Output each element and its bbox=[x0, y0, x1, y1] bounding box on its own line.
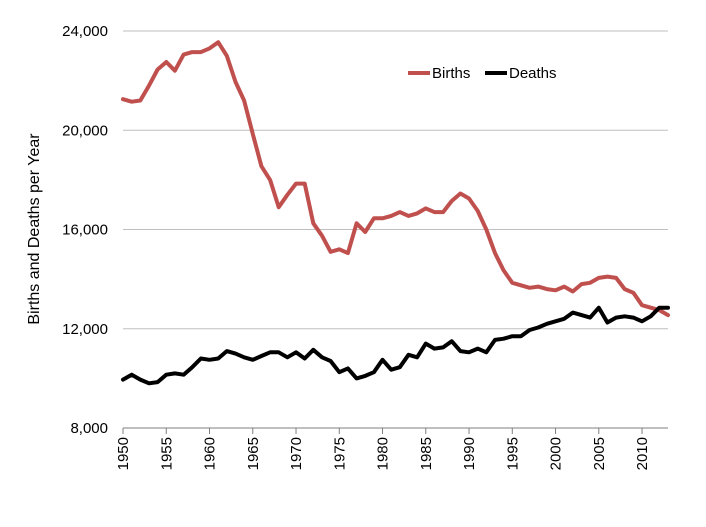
x-tick-label: 1975 bbox=[331, 437, 348, 470]
x-tick-label: 1955 bbox=[158, 437, 175, 470]
x-tick-label: 1950 bbox=[115, 437, 132, 470]
x-tick-label: 1970 bbox=[288, 437, 305, 470]
x-tick-label: 2000 bbox=[548, 437, 565, 470]
y-axis-ticks: 8,000 12,000 16,000 20,000 24,000 bbox=[62, 23, 108, 437]
x-tick-label: 1965 bbox=[245, 437, 262, 470]
y-tick-label: 12,000 bbox=[62, 321, 108, 338]
x-axis: 1950 1955 1960 1965 1970 1975 1980 1985 1990 1995… bbox=[115, 427, 668, 470]
legend-label-deaths: Deaths bbox=[509, 65, 557, 82]
series-line-births bbox=[121, 40, 670, 318]
x-tick-label: 2005 bbox=[591, 437, 608, 470]
y-axis-title: Births and Deaths per Year bbox=[26, 133, 43, 325]
y-tick-label: 20,000 bbox=[62, 122, 108, 139]
x-tick-label: 1990 bbox=[461, 437, 478, 470]
legend-label-births: Births bbox=[432, 65, 470, 82]
legend: Births Deaths bbox=[408, 65, 557, 82]
x-tick-label: 1985 bbox=[418, 437, 435, 470]
y-tick-label: 8,000 bbox=[70, 420, 108, 437]
x-tick-label: 1995 bbox=[504, 437, 521, 470]
series-lines bbox=[121, 40, 670, 386]
x-tick-label: 1980 bbox=[375, 437, 392, 470]
y-tick-label: 24,000 bbox=[62, 23, 108, 40]
x-tick-label: 2010 bbox=[634, 437, 651, 470]
x-tick-label: 1960 bbox=[202, 437, 219, 470]
y-tick-label: 16,000 bbox=[62, 222, 108, 239]
series-line-deaths bbox=[121, 305, 670, 386]
